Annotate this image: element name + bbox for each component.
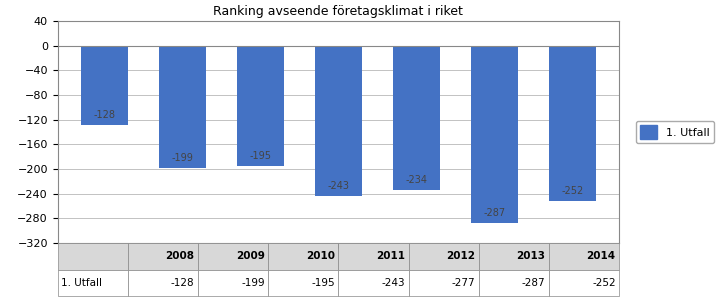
Text: -234: -234 <box>405 175 428 185</box>
Text: -287: -287 <box>483 208 505 218</box>
Text: -243: -243 <box>328 181 349 191</box>
Bar <box>81 46 128 125</box>
Legend: 1. Utfall: 1. Utfall <box>636 121 714 143</box>
Bar <box>471 46 518 223</box>
Title: Ranking avseende företagsklimat i riket: Ranking avseende företagsklimat i riket <box>213 5 464 18</box>
Text: -252: -252 <box>562 186 583 196</box>
Text: -195: -195 <box>249 151 271 161</box>
Bar <box>393 46 440 190</box>
Text: -128: -128 <box>94 110 115 120</box>
Bar <box>159 46 206 168</box>
Bar <box>237 46 284 166</box>
Bar <box>315 46 362 196</box>
Text: -199: -199 <box>171 153 194 164</box>
Bar <box>549 46 596 201</box>
